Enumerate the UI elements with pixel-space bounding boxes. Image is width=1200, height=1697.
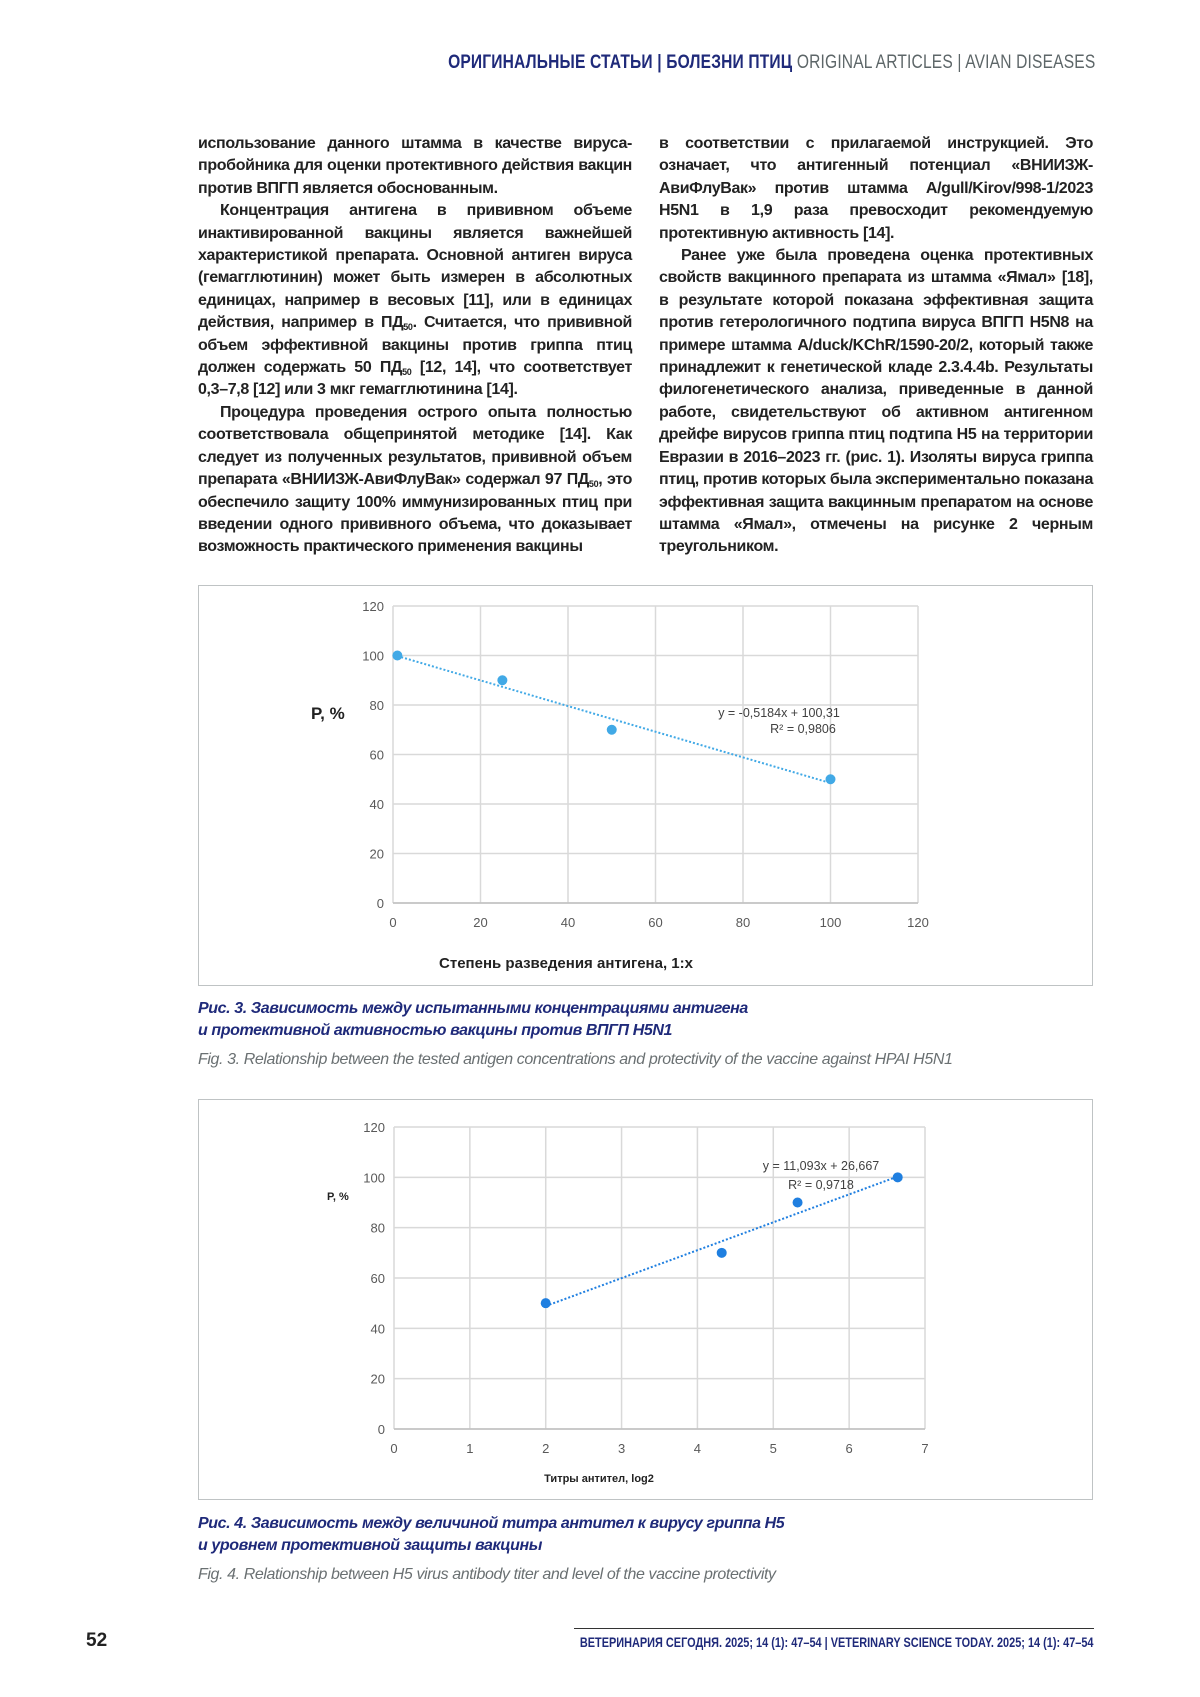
caption-en: Fig. 3. Relationship between the tested … bbox=[198, 1049, 952, 1071]
y-tick-label: 0 bbox=[377, 896, 384, 911]
figure-4-caption: Рис. 4. Зависимость между величиной титр… bbox=[198, 1513, 784, 1586]
y-tick-label: 60 bbox=[371, 1271, 385, 1286]
text-run: в соответствии с прилагаемой инструкцией… bbox=[659, 135, 1093, 242]
trendline-equation: y = 11,093x + 26,667 bbox=[763, 1159, 880, 1173]
y-tick-label: 120 bbox=[363, 1120, 385, 1135]
y-tick-label: 100 bbox=[363, 1170, 385, 1185]
x-tick-label: 2 bbox=[542, 1441, 549, 1456]
running-header: ОРИГИНАЛЬНЫЕ СТАТЬИ | БОЛЕЗНИ ПТИЦ ORIGI… bbox=[448, 52, 1095, 74]
footer-divider bbox=[574, 1628, 1094, 1629]
figure-4-chart: 0 20 40 60 80 100 120 0 1 2 3 4 5 6 7 y = 11,093x + 26,… bbox=[198, 1099, 1093, 1500]
paragraph: использование данного штамма в качестве … bbox=[198, 133, 632, 200]
y-tick-label: 80 bbox=[371, 1221, 385, 1236]
figure-3-caption: Рис. 3. Зависимость между испытанными ко… bbox=[198, 998, 952, 1071]
trendline bbox=[546, 1177, 898, 1307]
y-tick-label: 120 bbox=[362, 599, 384, 614]
caption-ru-line1: Рис. 3. Зависимость между испытанными ко… bbox=[198, 998, 952, 1020]
figure-3-plot: 0 20 40 60 80 100 120 0 20 40 60 80 100 120 y = -0,518… bbox=[199, 586, 1092, 985]
r-squared-label: R² = 0,9806 bbox=[770, 722, 836, 736]
data-point bbox=[497, 675, 507, 685]
page-number: 52 bbox=[86, 1630, 107, 1652]
paragraph: в соответствии с прилагаемой инструкцией… bbox=[659, 133, 1093, 245]
x-tick-label: 80 bbox=[736, 915, 750, 930]
paragraph: Концентрация антигена в прививном объеме… bbox=[198, 200, 632, 402]
caption-ru-line2: и протективной активностью вакцины проти… bbox=[198, 1020, 952, 1042]
y-tick-label: 40 bbox=[370, 797, 384, 812]
x-tick-label: 4 bbox=[694, 1441, 701, 1456]
y-tick-label: 20 bbox=[371, 1372, 385, 1387]
text-column-right: в соответствии с прилагаемой инструкцией… bbox=[659, 133, 1093, 559]
y-axis-label: P, % bbox=[327, 1191, 349, 1203]
x-tick-label: 1 bbox=[466, 1441, 473, 1456]
text-column-left: использование данного штамма в качестве … bbox=[198, 133, 632, 559]
x-tick-label: 7 bbox=[921, 1441, 928, 1456]
x-tick-label: 3 bbox=[618, 1441, 625, 1456]
x-tick-label: 40 bbox=[561, 915, 575, 930]
r-squared-label: R² = 0,9718 bbox=[788, 1178, 854, 1192]
y-tick-label: 60 bbox=[370, 748, 384, 763]
text-run: Ранее уже была проведена оценка протекти… bbox=[659, 247, 1093, 555]
y-tick-label: 40 bbox=[371, 1321, 385, 1336]
x-axis-label: Титры антител, log2 bbox=[544, 1473, 654, 1485]
journal-citation: ВЕТЕРИНАРИЯ СЕГОДНЯ. 2025; 14 (1): 47–54… bbox=[580, 1634, 1094, 1650]
caption-en: Fig. 4. Relationship between H5 virus an… bbox=[198, 1564, 784, 1586]
y-axis-label: P, % bbox=[311, 704, 345, 723]
data-point bbox=[793, 1198, 803, 1208]
subscript: 50 bbox=[589, 479, 598, 489]
text-run: использование данного штамма в качестве … bbox=[198, 135, 632, 197]
x-tick-label: 6 bbox=[846, 1441, 853, 1456]
header-section-en: ORIGINAL ARTICLES | AVIAN DISEASES bbox=[796, 52, 1095, 73]
y-tick-label: 20 bbox=[370, 847, 384, 862]
x-tick-label: 0 bbox=[389, 915, 396, 930]
text-run: Процедура проведения острого опыта полно… bbox=[198, 404, 632, 488]
paragraph: Процедура проведения острого опыта полно… bbox=[198, 402, 632, 559]
trendline-equation: y = -0,5184x + 100,31 bbox=[718, 706, 840, 720]
caption-ru-line1: Рис. 4. Зависимость между величиной титр… bbox=[198, 1513, 784, 1535]
data-point bbox=[717, 1248, 727, 1258]
x-tick-label: 120 bbox=[907, 915, 929, 930]
x-tick-label: 20 bbox=[473, 915, 487, 930]
caption-ru-line2: и уровнем протективной защиты вакцины bbox=[198, 1535, 784, 1557]
x-tick-label: 100 bbox=[820, 915, 842, 930]
figure-4-plot: 0 20 40 60 80 100 120 0 1 2 3 4 5 6 7 y = 11,093x + 26,… bbox=[199, 1100, 1092, 1499]
x-axis-label: Степень разведения антигена, 1:x bbox=[439, 955, 694, 972]
subscript: 50 bbox=[403, 322, 412, 332]
x-tick-label: 5 bbox=[770, 1441, 777, 1456]
y-tick-label: 100 bbox=[362, 649, 384, 664]
y-tick-label: 0 bbox=[378, 1422, 385, 1437]
x-tick-label: 0 bbox=[390, 1441, 397, 1456]
text-run: Концентрация антигена в прививном объеме… bbox=[198, 202, 632, 331]
data-point bbox=[826, 774, 836, 784]
y-tick-label: 80 bbox=[370, 698, 384, 713]
data-point bbox=[541, 1298, 551, 1308]
header-section-ru: ОРИГИНАЛЬНЫЕ СТАТЬИ | БОЛЕЗНИ ПТИЦ bbox=[448, 52, 792, 73]
x-tick-label: 60 bbox=[648, 915, 662, 930]
data-point bbox=[893, 1172, 903, 1182]
subscript: 50 bbox=[402, 367, 411, 377]
data-point bbox=[392, 651, 402, 661]
figure-3-chart: 0 20 40 60 80 100 120 0 20 40 60 80 100 120 y = -0,518… bbox=[198, 585, 1093, 986]
data-point bbox=[607, 725, 617, 735]
paragraph: Ранее уже была проведена оценка протекти… bbox=[659, 245, 1093, 559]
